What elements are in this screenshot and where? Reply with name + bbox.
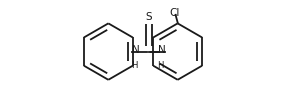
Text: H: H	[157, 61, 163, 70]
Text: Cl: Cl	[170, 8, 180, 18]
Text: N: N	[132, 45, 140, 55]
Text: H: H	[131, 61, 137, 70]
Text: N: N	[158, 45, 165, 55]
Text: S: S	[145, 12, 152, 22]
